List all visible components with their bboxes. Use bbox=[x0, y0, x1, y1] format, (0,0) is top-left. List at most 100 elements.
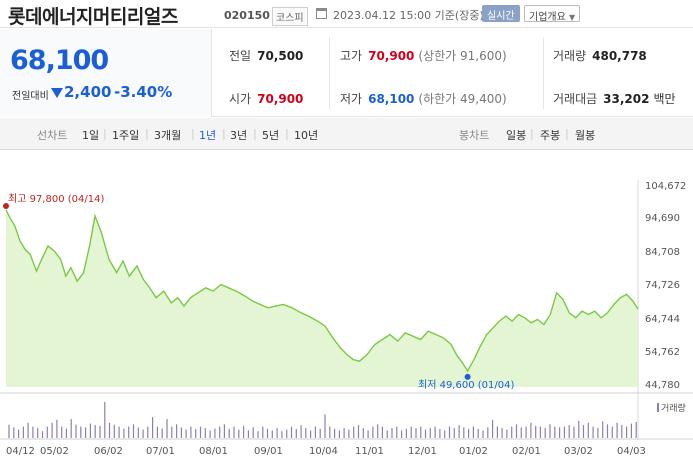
volume-bar bbox=[487, 427, 489, 438]
volume-bar bbox=[243, 425, 245, 438]
volume-bar bbox=[578, 420, 580, 438]
volume-bar bbox=[492, 419, 494, 438]
volume-bar bbox=[137, 427, 139, 438]
volume-bar bbox=[65, 428, 67, 438]
volume-bar bbox=[219, 426, 221, 438]
volume-bar bbox=[128, 426, 130, 438]
volume-bar bbox=[611, 426, 613, 438]
divider: | bbox=[103, 127, 107, 140]
volume-bar bbox=[271, 430, 273, 438]
x-tick: 04/03 bbox=[617, 446, 646, 457]
volume-bar bbox=[539, 426, 541, 438]
period-5y[interactable]: 5년 bbox=[262, 129, 280, 142]
prev-close-value: 70,500 bbox=[257, 49, 304, 63]
volume-bar bbox=[204, 428, 206, 438]
volume-bar bbox=[13, 427, 15, 438]
stock-code: 020150 bbox=[224, 9, 270, 22]
volume-bar bbox=[180, 427, 182, 438]
volume-bar bbox=[142, 429, 144, 438]
y-tick: 54,762 bbox=[645, 347, 680, 358]
volume-bar bbox=[468, 428, 470, 438]
volume-bar bbox=[295, 428, 297, 438]
volume-bar bbox=[161, 428, 163, 438]
price-panel: 68,100 전일대비 2,400 -3.40% 전일 70,500 시가 70,9… bbox=[0, 29, 693, 117]
calendar-icon bbox=[316, 8, 327, 19]
volume-bar bbox=[27, 422, 29, 438]
volume-bar bbox=[582, 425, 585, 438]
divider: | bbox=[565, 127, 569, 140]
realtime-button[interactable]: 실시간 bbox=[482, 5, 520, 22]
candle-daily[interactable]: 일봉 bbox=[506, 129, 527, 142]
high-annotation: 최고 97,800 (04/14) bbox=[8, 194, 105, 205]
high-marker bbox=[3, 202, 9, 209]
volume-bar bbox=[99, 425, 101, 438]
volume-bar bbox=[463, 427, 465, 438]
volume-bar bbox=[147, 426, 149, 438]
price-area bbox=[6, 209, 638, 387]
low-annotation: 최저 49,600 (01/04) bbox=[418, 380, 515, 391]
period-1d[interactable]: 1일 bbox=[82, 129, 100, 142]
volume-bar bbox=[568, 425, 570, 438]
open-label: 시가 bbox=[229, 92, 252, 106]
volume-bar bbox=[310, 430, 312, 438]
volume-bar bbox=[32, 426, 34, 438]
period-3m[interactable]: 3개월 bbox=[154, 129, 182, 142]
volume-bar bbox=[405, 428, 407, 438]
volume-bar bbox=[75, 424, 77, 438]
volume-bar bbox=[152, 417, 154, 438]
candle-monthly[interactable]: 월봉 bbox=[575, 129, 596, 142]
volume-bar bbox=[477, 428, 479, 438]
divider: | bbox=[191, 127, 195, 140]
volume-bar bbox=[549, 424, 551, 438]
volume-value: 480,778 bbox=[592, 49, 647, 63]
volume-bar bbox=[61, 426, 63, 438]
volume-bar bbox=[228, 428, 230, 438]
volume-bar bbox=[544, 428, 546, 438]
open-stat: 시가 70,900 bbox=[229, 90, 303, 107]
volume-bar bbox=[108, 422, 111, 438]
price-chart-svg bbox=[0, 180, 693, 440]
volume-bar bbox=[410, 426, 412, 438]
x-tick: 08/01 bbox=[199, 446, 228, 457]
volume-bar bbox=[381, 426, 383, 438]
volume-bar bbox=[199, 426, 202, 438]
volume-bar bbox=[266, 428, 269, 438]
volume-bar bbox=[233, 426, 235, 438]
volume-bar bbox=[362, 428, 364, 438]
volume-bar bbox=[592, 426, 594, 438]
volume-bar bbox=[156, 426, 158, 438]
period-1y[interactable]: 1년 bbox=[199, 129, 217, 142]
volume-bar bbox=[286, 429, 288, 438]
period-1w[interactable]: 1주일 bbox=[112, 129, 140, 142]
divider: | bbox=[253, 127, 257, 140]
volume-bar bbox=[353, 426, 355, 438]
volume-bar bbox=[247, 430, 249, 438]
volume-bar bbox=[257, 431, 259, 438]
volume-bar bbox=[511, 426, 513, 438]
volume-bar bbox=[563, 426, 565, 438]
upper-limit: (상한가 91,600) bbox=[418, 49, 507, 63]
volume-bar bbox=[22, 426, 24, 438]
period-10y[interactable]: 10년 bbox=[294, 129, 319, 142]
stat-divider bbox=[329, 37, 330, 109]
volume-bar bbox=[195, 428, 197, 438]
volume-bar bbox=[314, 426, 316, 438]
y-tick: 94,690 bbox=[645, 213, 680, 224]
period-3y[interactable]: 3년 bbox=[230, 129, 248, 142]
divider: | bbox=[145, 127, 149, 140]
volume-bar bbox=[334, 428, 336, 438]
volume-bar bbox=[573, 426, 575, 438]
candle-weekly[interactable]: 주봉 bbox=[540, 129, 561, 142]
volume-bar bbox=[386, 430, 388, 438]
volume-bar bbox=[276, 428, 278, 438]
volume-bar bbox=[448, 426, 451, 438]
volume-bar bbox=[56, 419, 58, 438]
current-price-box: 68,100 전일대비 2,400 -3.40% bbox=[0, 29, 212, 117]
volume-bar bbox=[214, 428, 216, 438]
price-change: 2,400 bbox=[64, 83, 112, 101]
volume-label: 거래량 bbox=[553, 49, 587, 63]
high-stat: 고가 70,900 (상한가 91,600) bbox=[340, 47, 507, 64]
company-info-dropdown[interactable]: 기업개요 ▼ bbox=[524, 5, 581, 23]
price-line bbox=[5, 209, 639, 373]
volume-bar bbox=[530, 422, 532, 438]
